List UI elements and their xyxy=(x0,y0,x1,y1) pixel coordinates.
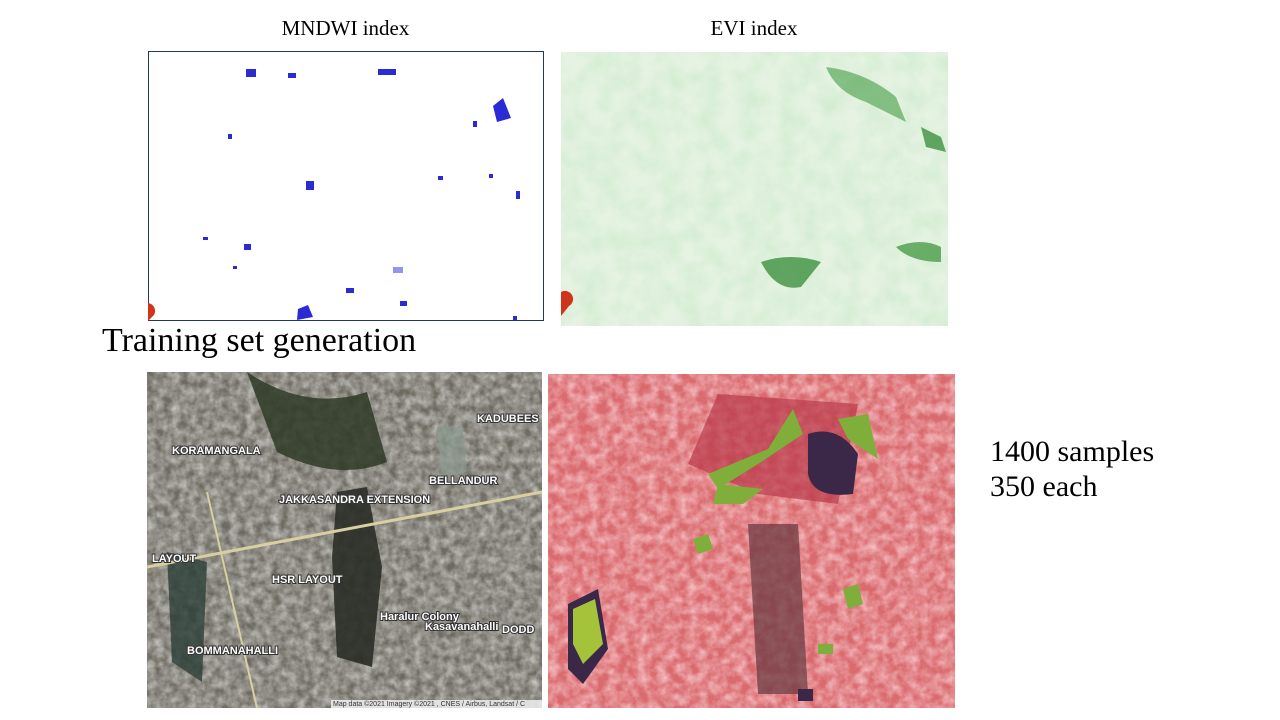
sample-per-class: 350 each xyxy=(990,470,1098,503)
map-label: KORAMANGALA xyxy=(172,445,261,457)
map-label: Kasavanahalli xyxy=(425,621,498,633)
map-label: HSR LAYOUT xyxy=(272,574,343,586)
map-label: JAKKASANDRA EXTENSION xyxy=(279,494,430,506)
map-label: LAYOUT xyxy=(152,553,196,565)
false-color-image xyxy=(548,374,955,708)
section-title: Training set generation xyxy=(102,322,417,359)
map-credit: Map data ©2021 Imagery ©2021 , CNES / Ai… xyxy=(333,700,525,708)
map-label: BOMMANAHALLI xyxy=(187,645,278,657)
panel-title: EVI index xyxy=(710,16,798,40)
map-label: BELLANDUR xyxy=(429,475,497,487)
evi-image xyxy=(561,52,948,326)
water-blobs xyxy=(203,69,520,320)
map-label: DODD xyxy=(502,624,534,636)
sample-total: 1400 samples xyxy=(990,435,1155,468)
mndwi-image xyxy=(148,51,544,321)
map-label: Haralur Colony xyxy=(380,611,460,623)
panel-title: MNDWI index xyxy=(281,16,410,40)
satellite-map: KADUBEES KORAMANGALA BELLANDUR JAKKASAND… xyxy=(147,372,542,708)
map-label: KADUBEES xyxy=(477,413,539,425)
